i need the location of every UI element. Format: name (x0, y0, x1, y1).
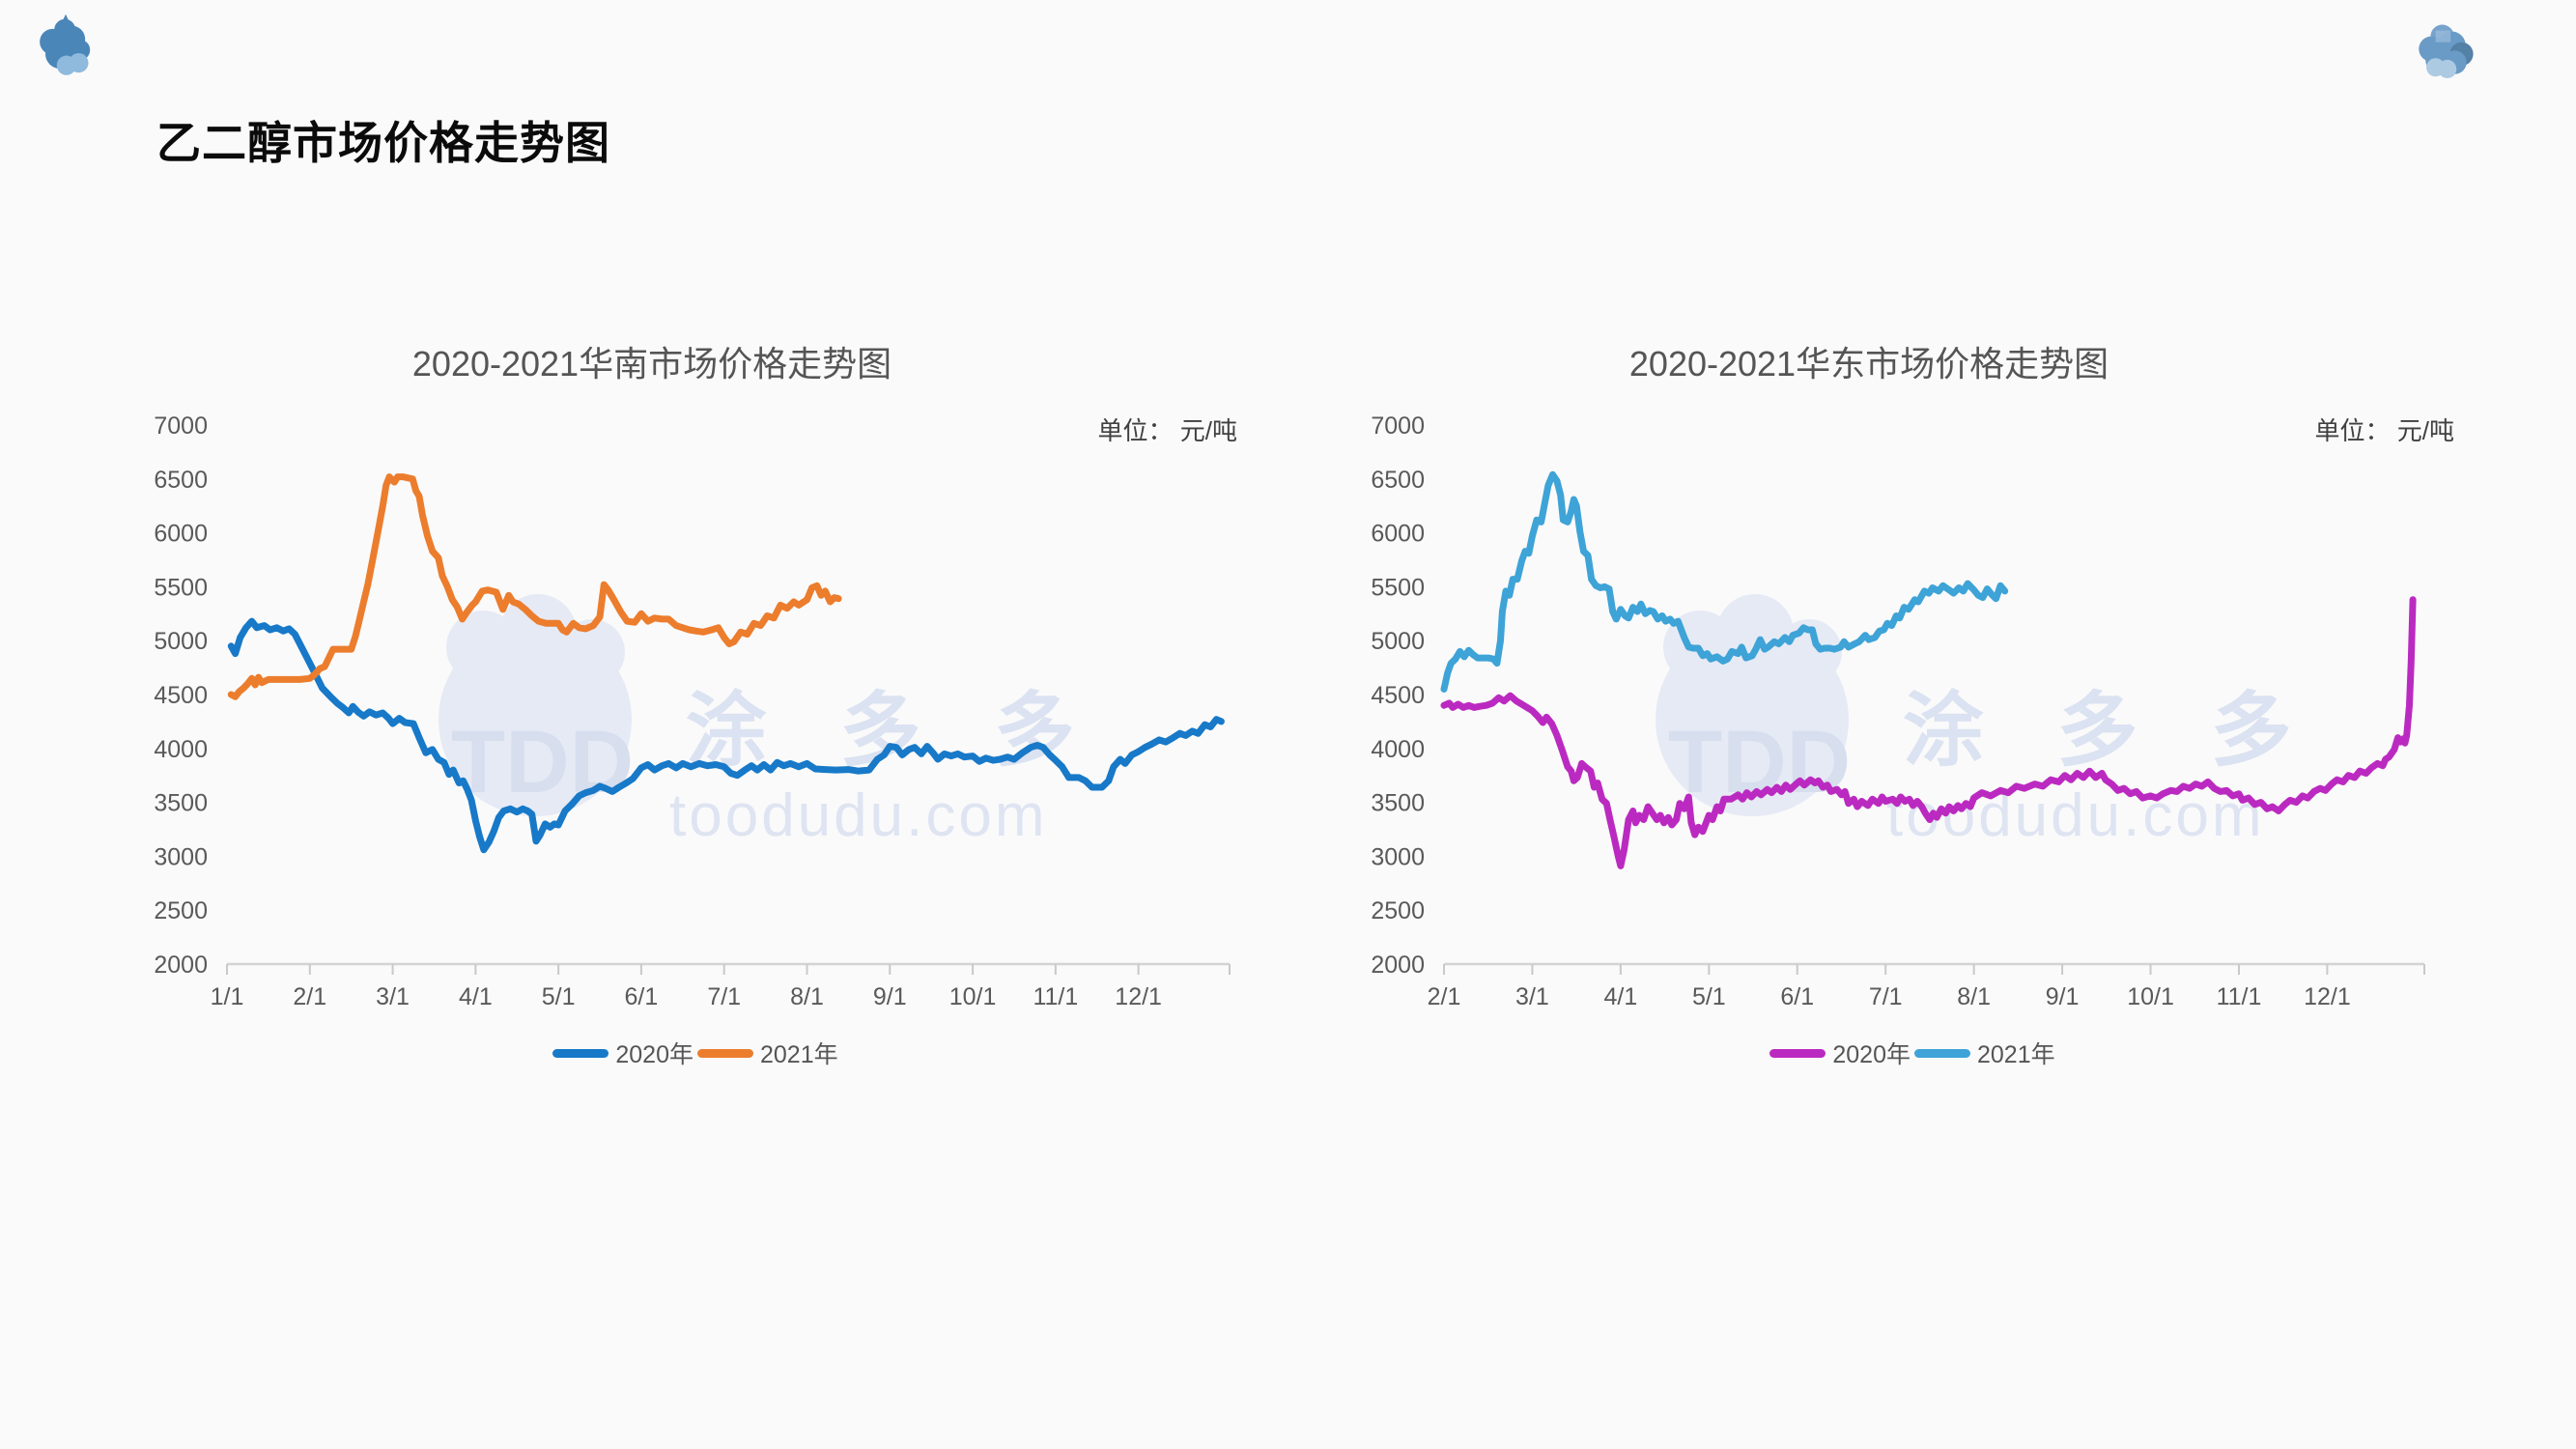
y-tick-label: 7000 (154, 412, 208, 440)
y-tick-label: 5500 (154, 574, 208, 601)
y-tick-label: 6500 (154, 467, 208, 494)
legend-item-2021: 2021年 (697, 1036, 838, 1070)
chart-title: 2020-2021华南市场价格走势图 (411, 344, 892, 384)
y-tick-label: 6500 (1371, 467, 1425, 494)
y-tick-label: 6000 (154, 521, 208, 548)
y-tick-label: 4500 (1371, 682, 1425, 709)
legend-item-2020: 2020年 (552, 1036, 694, 1070)
y-tick-label: 4000 (154, 736, 208, 763)
east-china-chart: 2020-2021华东市场价格走势图 单位： 元/吨 TDD 涂 多 多 too… (1357, 319, 2468, 1101)
y-tick-label: 5000 (1371, 628, 1425, 655)
legend: 2020年 2021年 (1357, 1036, 2468, 1070)
toodudu-logo-icon (40, 14, 91, 75)
x-tick-label: 5/1 (542, 983, 576, 1010)
legend-label-2020: 2020年 (1832, 1041, 1911, 1068)
y-tick-label: 5500 (1371, 574, 1425, 601)
x-tick-label: 10/1 (2127, 983, 2174, 1010)
east-china-plot: TDD 涂 多 多 toodudu.com 2/1 3/1 4/1 5/1 6/1 7/1… (1371, 412, 2425, 1010)
x-tick-label: 2/1 (293, 983, 326, 1010)
x-tick-label: 7/1 (1869, 983, 1903, 1010)
x-tick-label: 3/1 (376, 983, 410, 1010)
y-tick-label: 3000 (154, 843, 208, 870)
x-tick-label: 8/1 (790, 983, 824, 1010)
legend-label-2021: 2021年 (760, 1041, 838, 1068)
x-tick-label: 12/1 (2304, 983, 2351, 1010)
chart-title: 2020-2021华东市场价格走势图 (1628, 344, 2109, 384)
watermark-tdd: TDD (451, 713, 634, 811)
x-tick-label: 8/1 (1957, 983, 1991, 1010)
page-title: 乙二醇市场价格走势图 (156, 118, 610, 168)
watermark-domain: toodudu.com (669, 782, 1047, 849)
x-tick-label: 4/1 (1604, 983, 1638, 1010)
legend-swatch-2021 (697, 1048, 753, 1058)
x-tick-label: 1/1 (211, 983, 244, 1010)
legend-item-2020: 2020年 (1769, 1036, 1911, 1070)
x-tick-label: 9/1 (2046, 983, 2080, 1010)
x-tick-label: 10/1 (949, 983, 997, 1010)
x-tick-label: 6/1 (1780, 983, 1814, 1010)
unit-label: 单位： 元/吨 (2314, 416, 2454, 445)
y-tick-label: 2500 (1371, 897, 1425, 924)
series-line-2021年 (227, 473, 842, 700)
watermark-cjk: 涂 多 多 (686, 685, 1100, 776)
x-tick-label: 6/1 (625, 983, 659, 1010)
x-tick-label: 4/1 (459, 983, 493, 1010)
x-tick-label: 11/1 (1033, 983, 1078, 1010)
legend-swatch-2020 (1769, 1048, 1826, 1058)
watermark: TDD 涂 多 多 toodudu.com (1656, 594, 2317, 849)
legend-swatch-2020 (552, 1048, 609, 1058)
y-tick-label: 4500 (154, 682, 208, 709)
y-tick-label: 3500 (154, 790, 208, 817)
unit-label: 单位： 元/吨 (1097, 416, 1237, 445)
x-tick-label: 5/1 (1692, 983, 1726, 1010)
x-tick-label: 12/1 (1115, 983, 1162, 1010)
x-tick-label: 7/1 (707, 983, 741, 1010)
legend-label-2021: 2021年 (1977, 1041, 2055, 1068)
y-tick-label: 3500 (1371, 790, 1425, 817)
series-line-2020年 (227, 617, 1225, 854)
watermark-cjk: 涂 多 多 (1903, 685, 2317, 776)
y-tick-label: 2500 (154, 897, 208, 924)
x-tick-label: 2/1 (1428, 983, 1461, 1010)
y-tick-label: 2000 (154, 952, 208, 979)
y-tick-label: 4000 (1371, 736, 1425, 763)
legend-label-2020: 2020年 (615, 1041, 694, 1068)
y-tick-label: 2000 (1371, 952, 1425, 979)
series-line-2020年 (1440, 596, 2417, 869)
y-tick-label: 6000 (1371, 521, 1425, 548)
x-tick-label: 11/1 (2217, 983, 2262, 1010)
legend-item-2021: 2021年 (1914, 1036, 2055, 1070)
y-tick-label: 7000 (1371, 412, 1425, 440)
series-line-2021年 (1440, 470, 2009, 693)
toodudu-logo-icon (2419, 24, 2474, 78)
x-tick-label: 3/1 (1515, 983, 1549, 1010)
south-china-plot: TDD 涂 多 多 toodudu.com 1/1 2/1 3/1 4/1 5/1 6/1… (154, 412, 1231, 1010)
y-tick-label: 5000 (154, 628, 208, 655)
legend-swatch-2021 (1914, 1048, 1970, 1058)
south-china-chart: 2020-2021华南市场价格走势图 单位： 元/吨 TDD 涂 多 多 too… (140, 319, 1251, 1101)
y-tick-label: 3000 (1371, 843, 1425, 870)
watermark: TDD 涂 多 多 toodudu.com (439, 594, 1100, 849)
watermark-domain: toodudu.com (1886, 782, 2264, 849)
legend: 2020年 2021年 (140, 1036, 1251, 1070)
x-tick-label: 9/1 (873, 983, 907, 1010)
